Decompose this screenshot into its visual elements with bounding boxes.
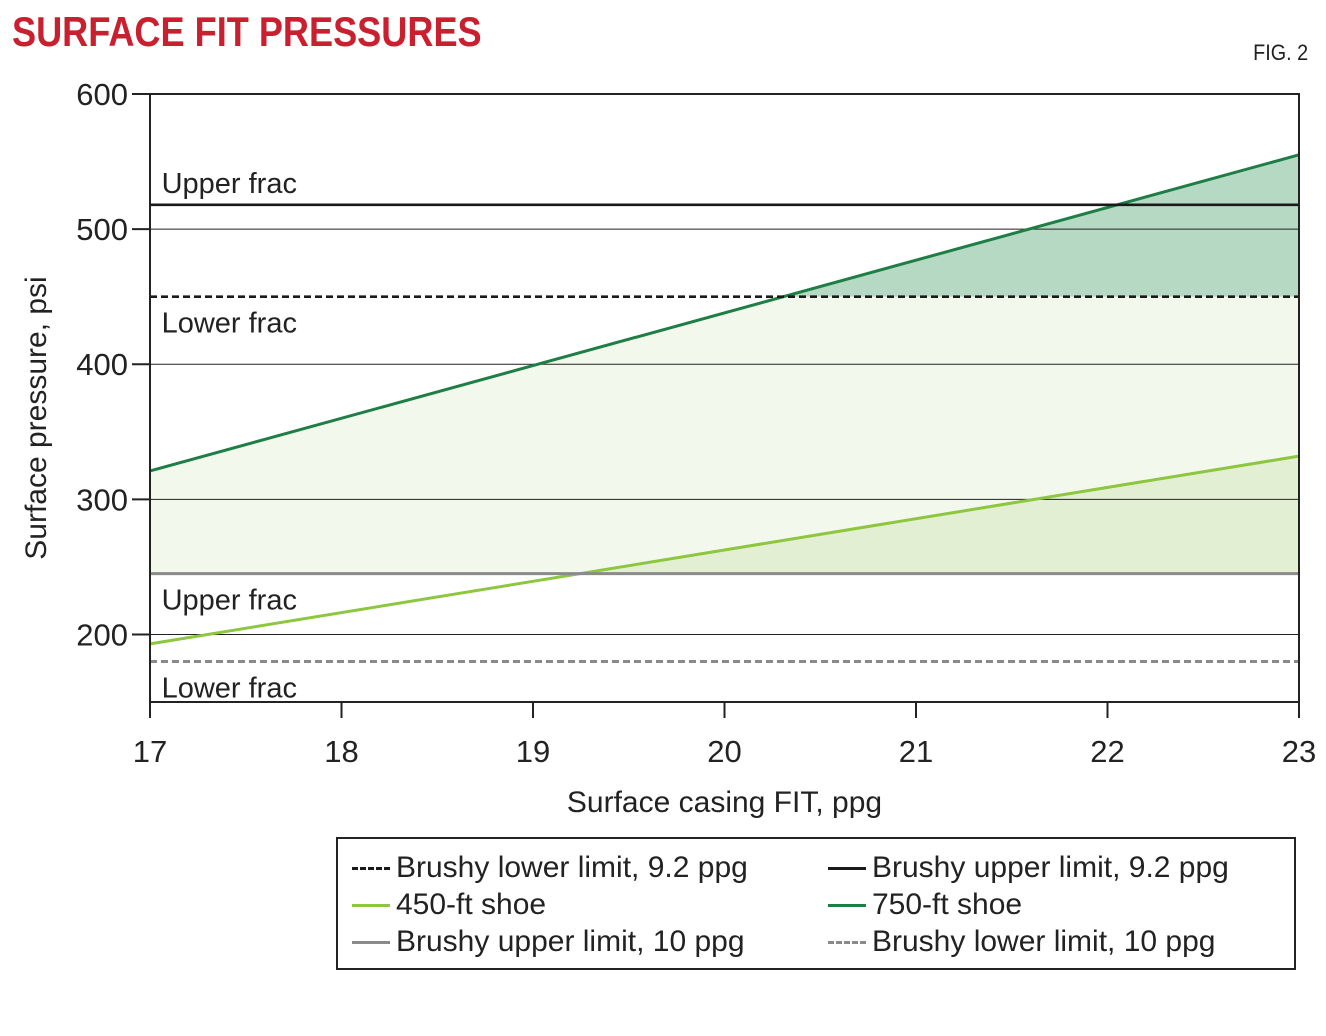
chart-title: SURFACE FIT PRESSURES [12,8,482,55]
y-tick-label-500: 500 [76,212,128,247]
legend-label: Brushy lower limit, 10 ppg [872,925,1216,958]
series-450-ft-shoe [149,454,1300,646]
figure-label: FIG. 2 [1252,40,1308,65]
annotation-2: Lower frac [162,308,297,340]
x-tick-label-20: 20 [707,734,741,769]
legend-label: Brushy upper limit, 9.2 ppg [872,851,1229,884]
x-tick-label-23: 23 [1282,734,1316,769]
x-tick-label-22: 22 [1090,734,1124,769]
x-tick-label-17: 17 [133,734,167,769]
y-tick-label-400: 400 [76,347,128,382]
legend-item-brushy-upper-limit-10-ppg: Brushy upper limit, 10 ppg [352,925,745,959]
y-tick-label-600: 600 [76,77,128,112]
legend-item-brushy-upper-limit-9-2-ppg: Brushy upper limit, 9.2 ppg [828,851,1229,885]
annotation-3: Upper frac [162,585,297,617]
legend-item-brushy-lower-limit-10-ppg: Brushy lower limit, 10 ppg [828,925,1215,959]
legend-label: Brushy lower limit, 9.2 ppg [396,851,748,884]
legend-label: 450-ft shoe [396,888,547,921]
y-axis-label: Surface pressure, psi [20,276,53,559]
x-tick-label-21: 21 [899,734,933,769]
x-axis-label: Surface casing FIT, ppg [567,786,882,819]
axes: 17 18 19 20 21 22 23 200 300 400 500 600 Surface cas… [20,77,1316,819]
annotations: Upper frac Lower frac Upper frac Lower frac [162,168,297,705]
x-tick-label-19: 19 [516,734,550,769]
legend-swatch [352,940,390,944]
legend-item-750-ft-shoe: 750-ft shoe [828,888,1022,922]
legend: Brushy lower limit, 9.2 ppg Brushy upper … [336,837,1296,970]
annotation-4: Lower frac [162,672,297,704]
annotation-1: Upper frac [162,168,297,200]
y-tick-label-200: 200 [76,617,128,652]
legend-swatch [352,866,390,870]
x-tick-label-18: 18 [324,734,358,769]
chart-svg: 17 18 19 20 21 22 23 200 300 400 500 600 Surface cas… [20,77,1316,819]
series-lines [149,153,1300,663]
legend-label: Brushy upper limit, 10 ppg [396,925,745,958]
series-750-ft-shoe [149,153,1300,473]
legend-swatch [352,903,390,907]
legend-item-brushy-lower-limit-9-2-ppg: Brushy lower limit, 9.2 ppg [352,851,748,885]
y-tick-label-300: 300 [76,482,128,517]
legend-item-450-ft-shoe: 450-ft shoe [352,888,546,922]
legend-label: 750-ft shoe [872,888,1023,921]
legend-swatch [828,866,866,870]
legend-swatch [828,903,866,907]
legend-swatch [828,940,866,944]
